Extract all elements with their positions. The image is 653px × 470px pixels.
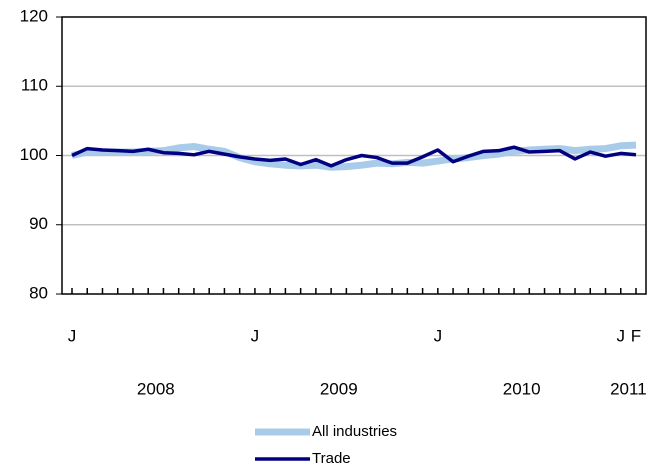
x-tick-label: F (631, 326, 641, 345)
y-tick-label: 90 (29, 214, 48, 233)
plot-frame (61, 16, 647, 295)
y-tick-label: 100 (20, 145, 48, 164)
x-tick-label: J (617, 326, 626, 345)
x-group-label: 2010 (503, 379, 541, 398)
series-line (71, 141, 637, 171)
x-group-label: 2011 (610, 379, 647, 398)
x-tick-label: J (434, 326, 443, 345)
y-tick-label: 80 (29, 283, 48, 302)
x-tick-label: J (68, 326, 77, 345)
series-line (71, 145, 637, 168)
x-group-label: 2008 (137, 379, 175, 398)
legend-label: All industries (312, 423, 397, 440)
x-tick-label: J (251, 326, 260, 345)
y-tick-label: 110 (21, 76, 48, 95)
y-tick-label: 120 (20, 6, 48, 25)
legend-label: Trade (312, 450, 351, 467)
x-group-label: 2009 (320, 379, 358, 398)
